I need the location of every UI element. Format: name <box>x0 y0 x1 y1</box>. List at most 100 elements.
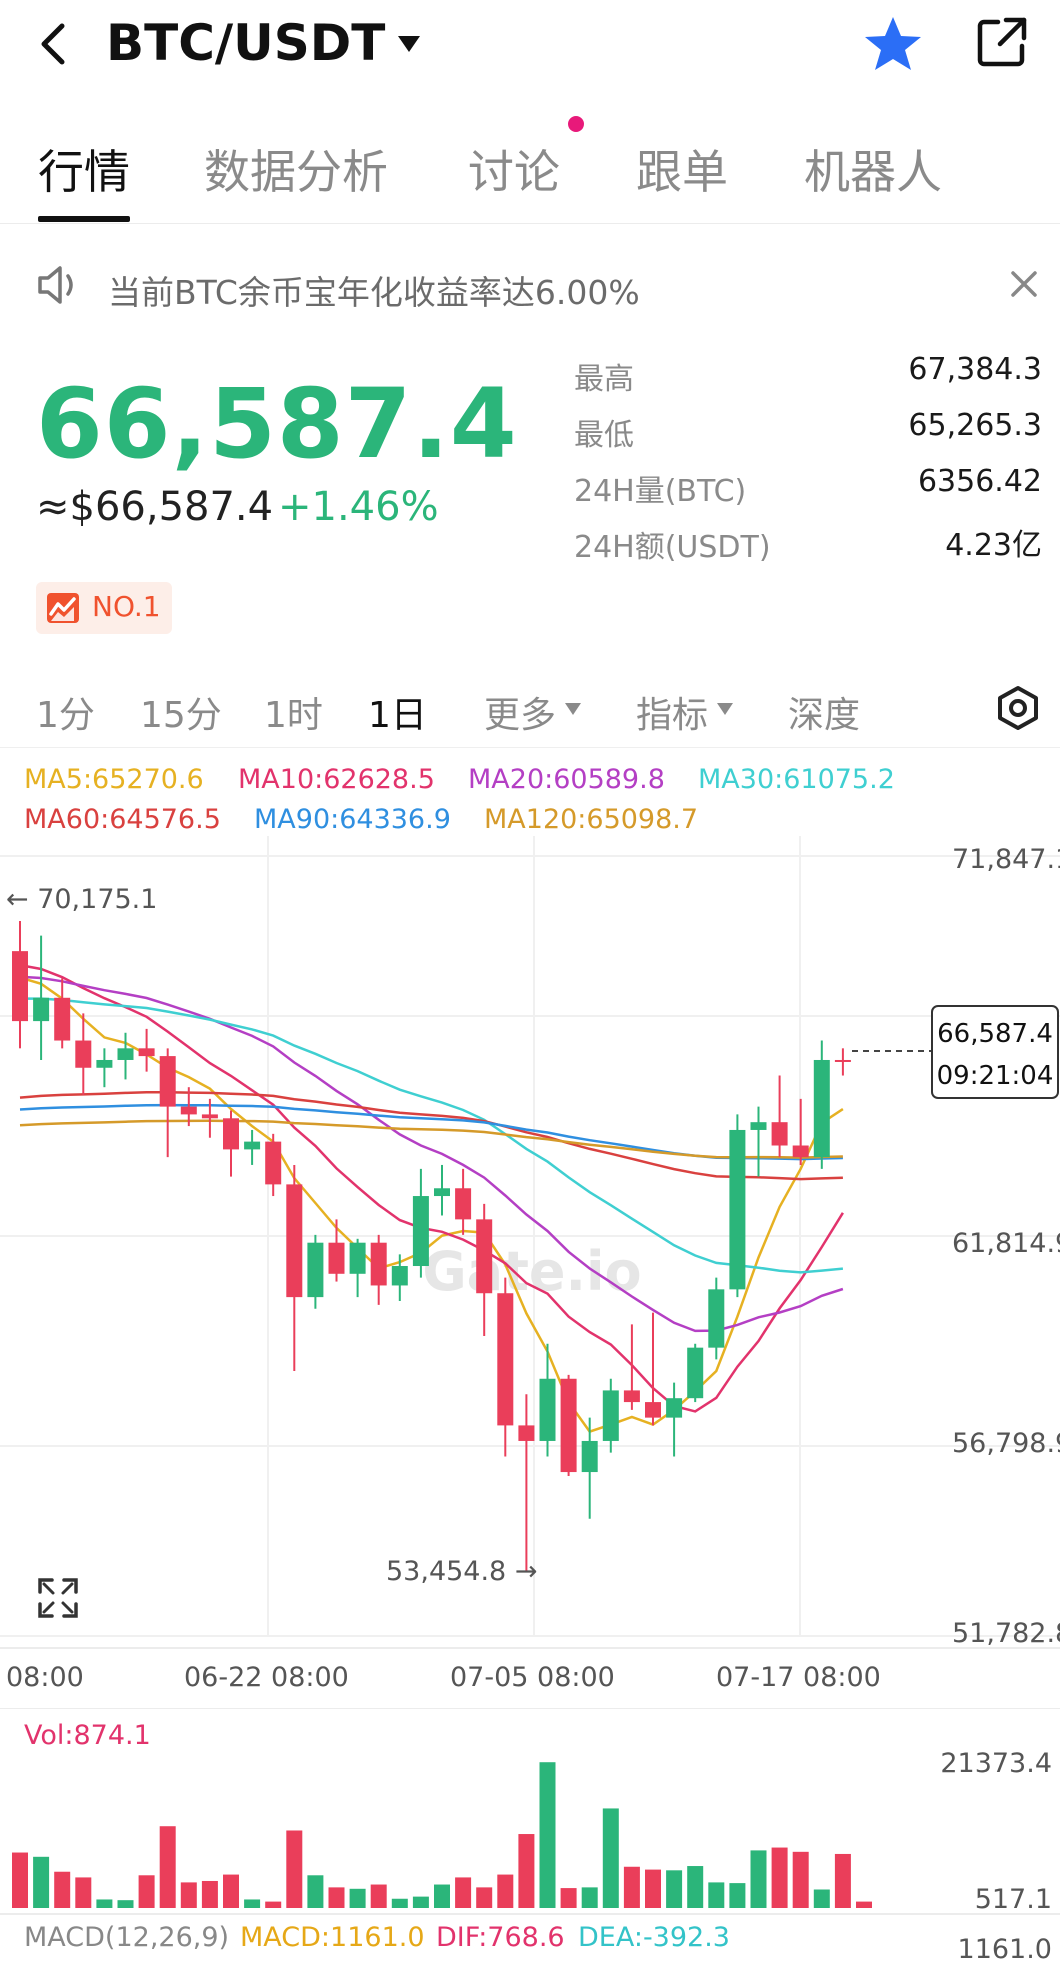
tab-market[interactable]: 行情 <box>38 145 130 199</box>
volume-label: Vol:874.1 <box>24 1720 151 1751</box>
tab-bot[interactable]: 机器人 <box>804 145 942 199</box>
ma-line <box>19 963 844 1413</box>
volume-bar <box>434 1884 450 1908</box>
candle-body <box>223 1118 239 1150</box>
usd-price: ≈$66,587.4 <box>36 484 274 530</box>
current-price-label: 66,587.4 <box>937 1019 1053 1049</box>
candle-body <box>12 951 28 1022</box>
stat-low-label: 最低 <box>574 418 634 453</box>
timeframe-1h[interactable]: 1时 <box>264 695 323 736</box>
x-tick-label: 08:00 <box>6 1662 84 1693</box>
x-tick-label: 07-05 08:00 <box>450 1662 615 1693</box>
candle-body <box>391 1266 408 1286</box>
high-marker: ← 70,175.1 <box>6 884 157 915</box>
notice-bar[interactable]: 当前BTC余币宝年化收益率达6.00% <box>0 254 1060 320</box>
volume-bar <box>180 1882 197 1908</box>
timeframe-1m[interactable]: 1分 <box>36 695 95 736</box>
candles-group <box>12 921 851 1571</box>
macd-value-label: MACD:1161.0 <box>240 1922 425 1953</box>
candle-body <box>687 1347 704 1399</box>
tab-data-analysis[interactable]: 数据分析 <box>204 145 388 199</box>
chevron-left-icon[interactable] <box>34 20 74 68</box>
last-price: 66,587.4 <box>36 368 518 480</box>
volume-bar <box>560 1888 577 1908</box>
y-tick-label: 61,814.9 <box>952 1228 1060 1259</box>
tab-discussion[interactable]: 讨论 <box>468 145 560 199</box>
volume-bar <box>412 1896 429 1908</box>
candle-body <box>645 1402 661 1418</box>
candle-body <box>666 1398 683 1418</box>
notice-text: 当前BTC余币宝年化收益率达6.00% <box>108 273 640 312</box>
ma5-label: MA5:65270.6 <box>24 764 204 795</box>
star-icon[interactable] <box>862 14 924 74</box>
ma-line <box>19 975 844 1333</box>
tab-active-indicator <box>38 216 130 222</box>
share-icon[interactable] <box>974 14 1030 70</box>
timeframe-15m[interactable]: 15分 <box>140 695 222 736</box>
ma10-label: MA10:62628.5 <box>238 764 435 795</box>
low-marker: 53,454.8 → <box>386 1556 537 1587</box>
timeframe-more[interactable]: 更多 <box>484 695 557 736</box>
volume-bar <box>370 1884 387 1908</box>
tab-copy-trade[interactable]: 跟单 <box>636 145 728 199</box>
ma-line <box>19 1090 843 1181</box>
candle-body <box>708 1289 725 1348</box>
timeframe-bar: 1分 15分 1时 1日 更多 指标 深度 <box>0 676 1060 748</box>
time-axis: 08:00 06-22 08:00 07-05 08:00 07-17 08:00 <box>6 1662 881 1693</box>
close-icon[interactable] <box>1010 270 1038 298</box>
volume-bar <box>623 1866 640 1908</box>
volume-bar <box>750 1850 767 1908</box>
candle-body <box>476 1219 493 1294</box>
volume-bar <box>834 1853 851 1908</box>
candle-body <box>813 1059 830 1158</box>
volume-chart: Vol:874.1 21373.4 517.1 MACD(12,26,9) MA… <box>0 1708 1060 1965</box>
main-tabs: 行情 数据分析 讨论 跟单 机器人 <box>0 116 1060 224</box>
candle-body <box>455 1188 472 1220</box>
pair-title[interactable]: BTC/USDT <box>106 14 386 72</box>
y-tick-label: 51,782.8 <box>952 1618 1060 1649</box>
candle-body <box>54 997 71 1041</box>
expand-icon[interactable] <box>38 1578 78 1618</box>
volume-bar <box>349 1888 366 1908</box>
volume-bar <box>138 1875 155 1908</box>
candle-body <box>201 1114 218 1119</box>
volume-bar <box>813 1889 830 1908</box>
volume-bar <box>455 1877 472 1908</box>
volume-bar <box>856 1901 872 1908</box>
timeframe-1d[interactable]: 1日 <box>368 695 427 736</box>
dea-value-label: DEA:-392.3 <box>578 1922 730 1953</box>
volume-bar <box>391 1898 408 1908</box>
macd-max-label: 1161.0 <box>958 1934 1052 1965</box>
indicators-button[interactable]: 指标 <box>636 695 709 736</box>
y-tick-label: 71,847.1 <box>952 844 1060 875</box>
stat-turnover-label: 24H额(USDT) <box>574 530 771 565</box>
candle-body <box>834 1059 851 1062</box>
volume-bar <box>117 1900 134 1908</box>
candle-body <box>33 997 50 1022</box>
caret-down-icon[interactable] <box>396 34 422 54</box>
volume-bar <box>666 1870 683 1908</box>
ma30-label: MA30:61075.2 <box>698 764 895 795</box>
volume-bar <box>201 1880 218 1908</box>
volume-bar <box>328 1887 345 1908</box>
rank-badge[interactable]: NO.1 <box>36 582 172 634</box>
hexagon-settings-icon[interactable] <box>994 684 1042 732</box>
price-change: +1.46% <box>278 484 439 530</box>
stat-turnover-value: 4.23亿 <box>945 528 1042 563</box>
volume-bar <box>75 1877 92 1908</box>
candle-body <box>581 1440 598 1473</box>
depth-button[interactable]: 深度 <box>788 695 861 736</box>
speaker-icon <box>38 266 73 304</box>
countdown-label: 09:21:04 <box>937 1061 1054 1091</box>
candle-body <box>75 1040 92 1068</box>
top-bar: BTC/USDT <box>0 0 1060 92</box>
volume-max-label: 21373.4 <box>940 1748 1052 1779</box>
x-tick-label: 07-17 08:00 <box>716 1662 881 1693</box>
candle-body <box>539 1378 556 1441</box>
candlestick-chart[interactable]: Gate.io 71,847.1 61,814.9 56,798.9 51,782.8… <box>0 836 1060 1706</box>
dif-value-label: DIF:768.6 <box>436 1922 565 1953</box>
candle-body <box>180 1106 197 1115</box>
volume-bar <box>771 1847 788 1908</box>
candle-body <box>159 1056 176 1107</box>
indicators-caret-icon <box>717 703 733 715</box>
